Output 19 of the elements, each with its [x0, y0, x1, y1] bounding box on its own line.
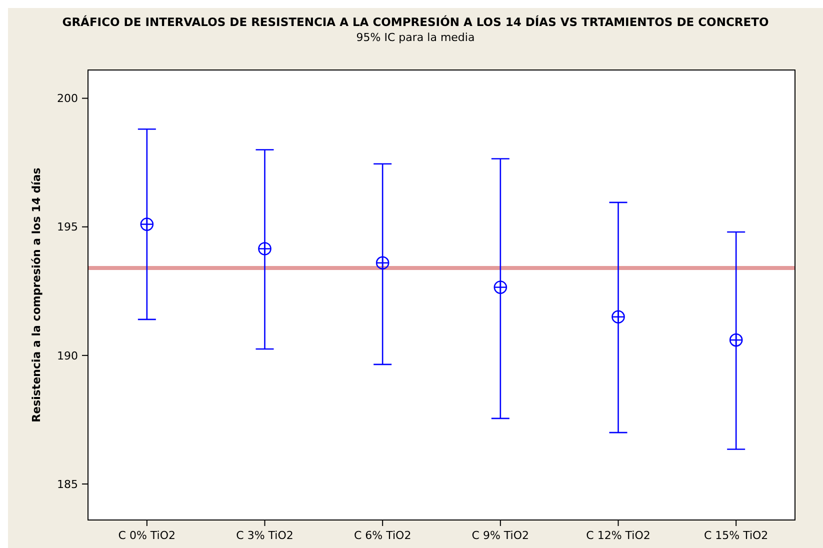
point	[494, 280, 508, 294]
point	[729, 333, 743, 347]
x-tick-label: C 9% TiO2	[472, 529, 530, 542]
x-tick-label: C 6% TiO2	[354, 529, 412, 542]
x-tick-label: C 15% TiO2	[704, 529, 768, 542]
y-tick-label: 190	[57, 349, 78, 362]
point	[140, 218, 154, 231]
x-tick-label: C 0% TiO2	[118, 529, 176, 542]
x-tick-label: C 3% TiO2	[236, 529, 294, 542]
y-tick-label: 200	[57, 92, 78, 106]
point	[612, 310, 625, 324]
y-axis-title: Resistencia a la compresión a los 14 días	[30, 167, 43, 422]
point	[376, 256, 390, 270]
point	[258, 242, 272, 256]
chart-subtitle: 95% IC para la media	[356, 31, 475, 44]
y-tick-label: 185	[57, 478, 78, 491]
chart-title: GRÁFICO DE INTERVALOS DE RESISTENCIA A LA COMPRESIÓN A LOS 14 DÍAS VS TRTAMIENTOS DE CONCRETO	[62, 15, 769, 29]
x-tick-label: C 12% TiO2	[586, 529, 650, 542]
y-tick-label: 195	[57, 220, 78, 234]
